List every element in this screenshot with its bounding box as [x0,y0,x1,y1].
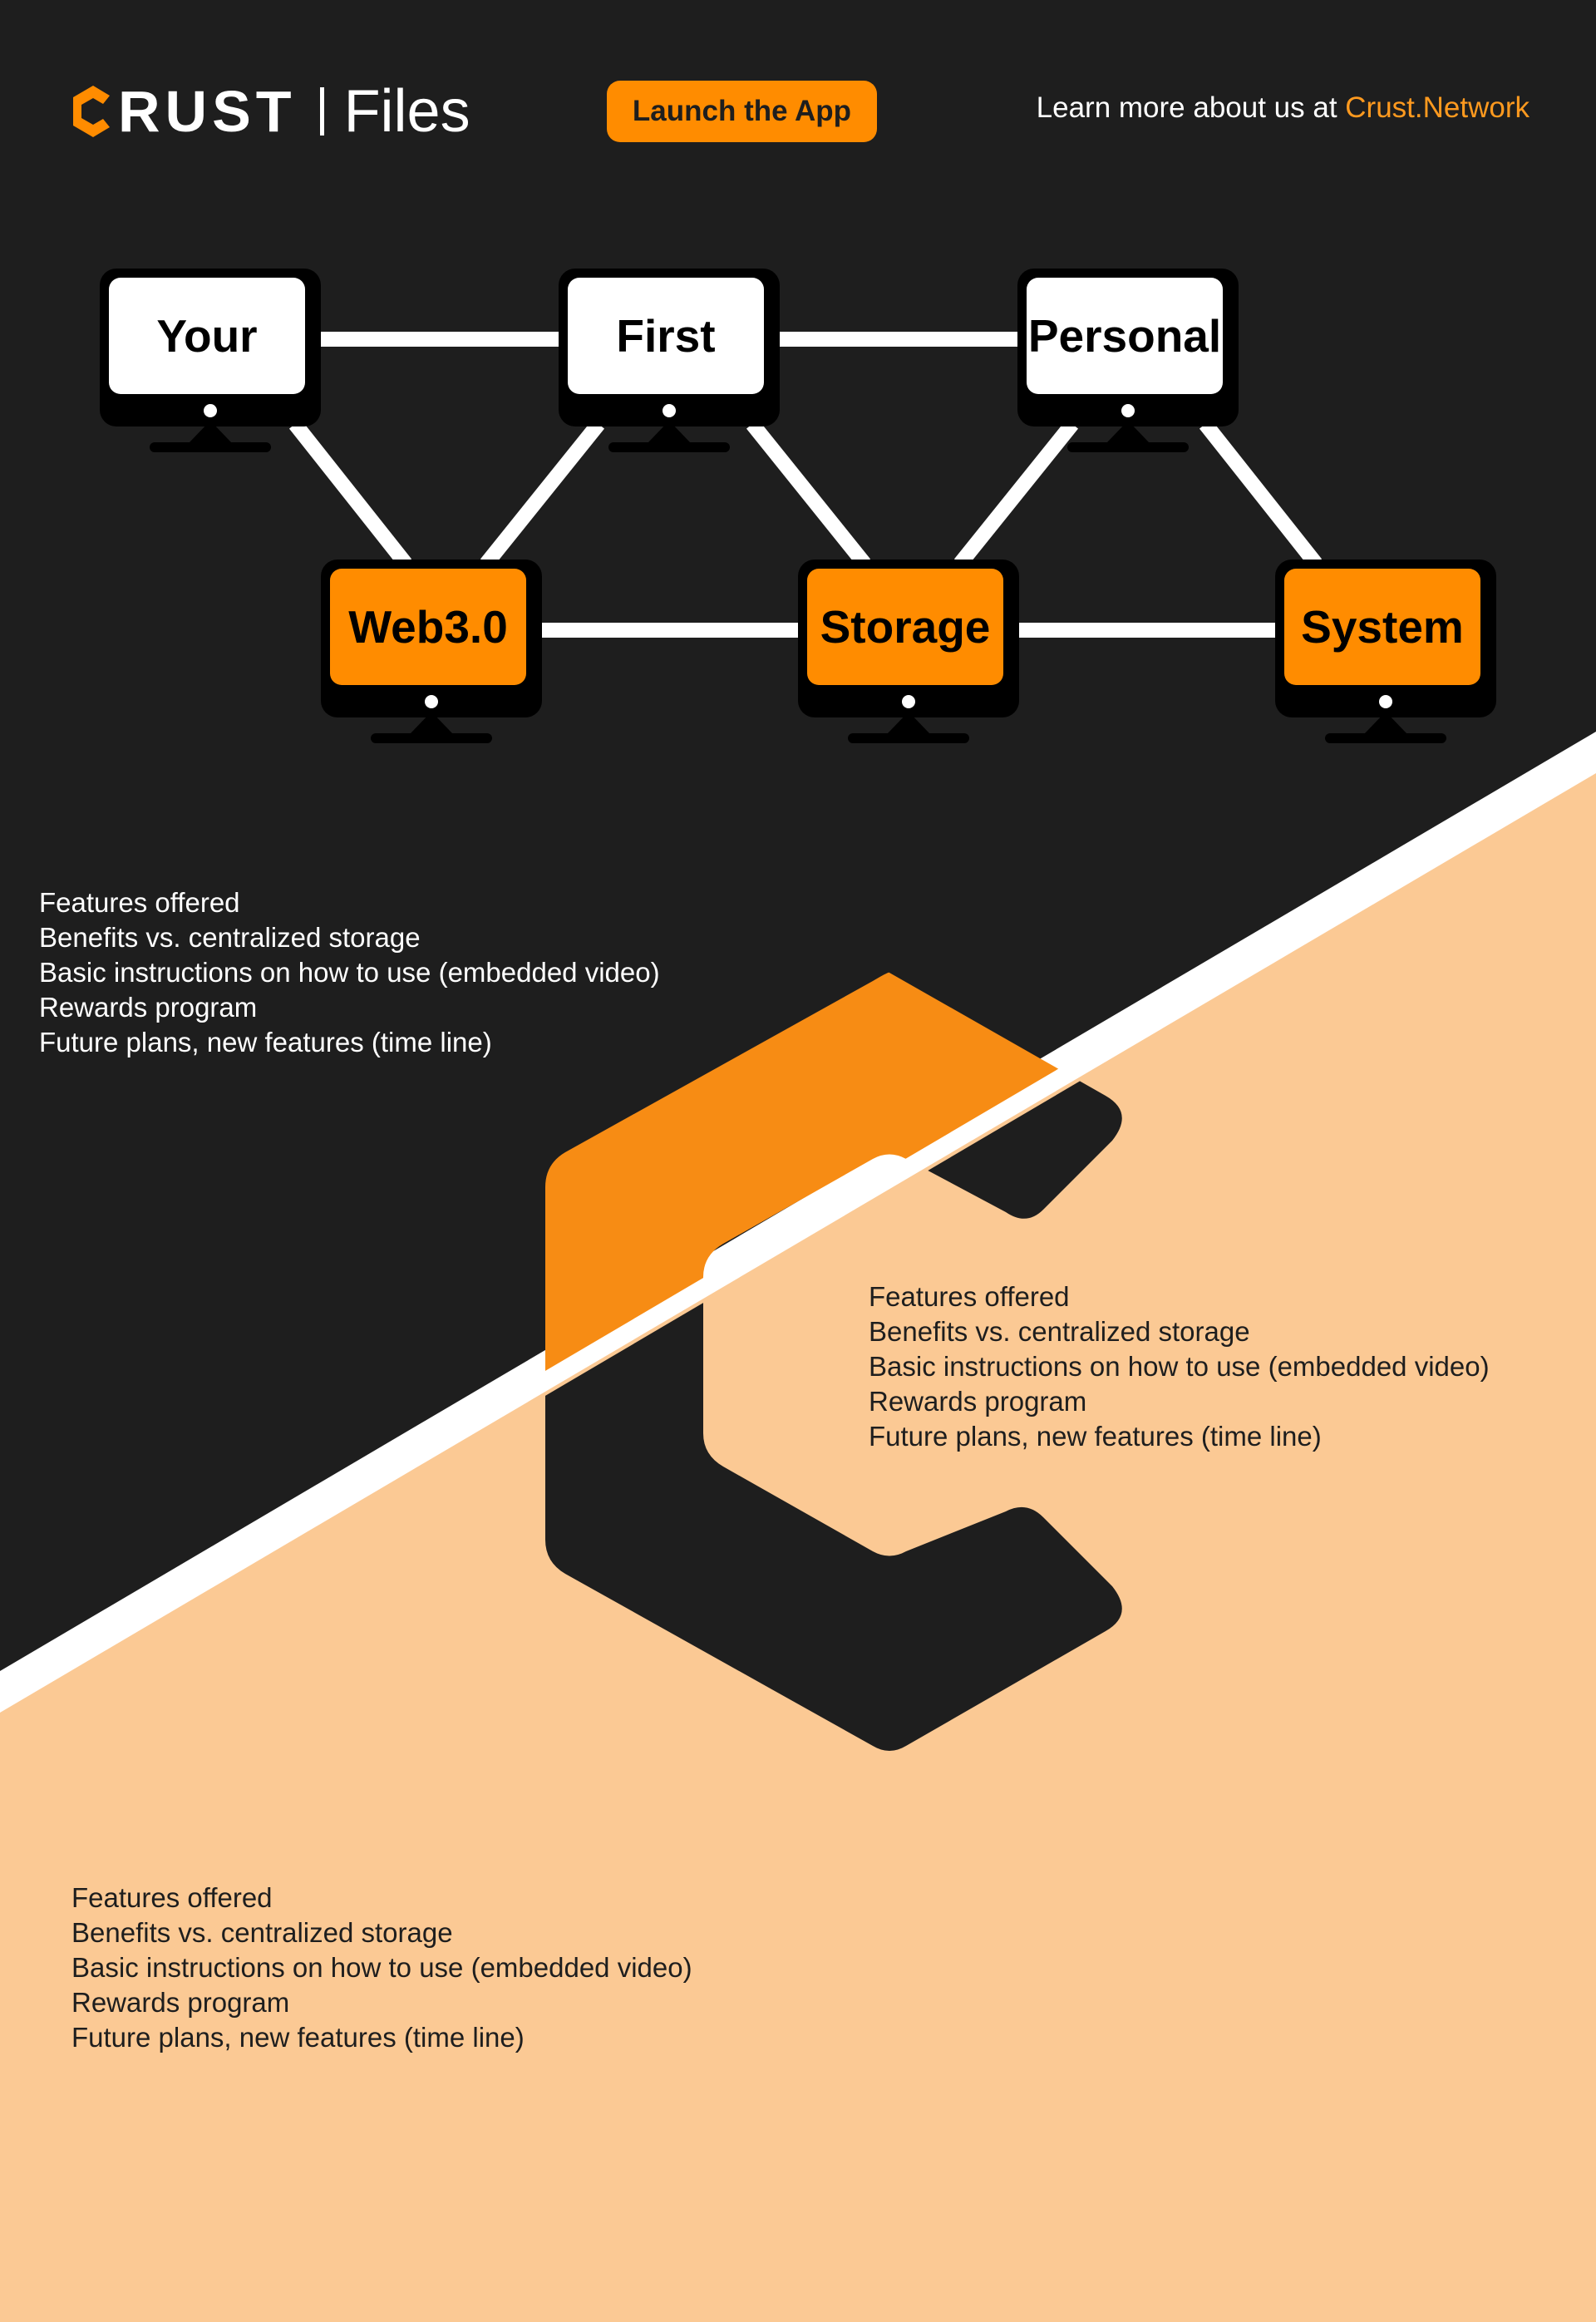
crust-files-logo[interactable]: RUST Files [70,81,470,141]
logo-wordmark: RUST [118,79,297,144]
screen-web3: Web3.0 [330,569,526,685]
features-item: Future plans, new features (time line) [39,1027,492,1057]
features-item: Future plans, new features (time line) [869,1421,1322,1452]
line-personal-storage [953,419,1079,569]
logo-product-name: Files [343,78,470,145]
crust-emblem [545,972,1122,1751]
features-list-1: Features offered Benefits vs. centralize… [39,885,660,1060]
line-first-storage [746,419,871,569]
features-item: Benefits vs. centralized storage [39,922,421,953]
screen-system: System [1284,569,1480,685]
features-item: Future plans, new features (time line) [71,2022,525,2053]
screen-personal: Personal [1027,278,1223,394]
learn-more-prefix: Learn more about us at [1036,91,1346,124]
features-item: Rewards program [869,1386,1087,1417]
features-item: Features offered [71,1882,273,1913]
features-item: Benefits vs. centralized storage [71,1917,453,1948]
features-item: Benefits vs. centralized storage [869,1316,1250,1347]
network-lines [288,332,1323,638]
learn-more-text: Learn more about us at Crust.Network [1037,91,1530,125]
line-personal-system [1199,419,1323,569]
features-item: Rewards program [39,992,258,1023]
crust-logo-icon [73,86,110,137]
features-item: Rewards program [71,1987,290,2018]
features-item: Features offered [869,1281,1070,1312]
features-list-2: Features offered Benefits vs. centralize… [869,1279,1490,1454]
features-item: Basic instructions on how to use (embedd… [71,1952,692,1983]
line-first-web3 [480,419,605,569]
crust-network-link[interactable]: Crust.Network [1345,91,1530,124]
diagonal-stripe [0,732,1596,1713]
line-your-web3 [288,419,412,569]
logo-divider [319,87,324,136]
features-item: Basic instructions on how to use (embedd… [869,1351,1490,1382]
features-item: Features offered [39,887,240,918]
screen-storage: Storage [807,569,1003,685]
screen-first: First [568,278,764,394]
screen-your: Your [109,278,305,394]
features-item: Basic instructions on how to use (embedd… [39,957,660,988]
features-list-3: Features offered Benefits vs. centralize… [71,1881,692,2055]
launch-app-button[interactable]: Launch the App [607,81,877,142]
